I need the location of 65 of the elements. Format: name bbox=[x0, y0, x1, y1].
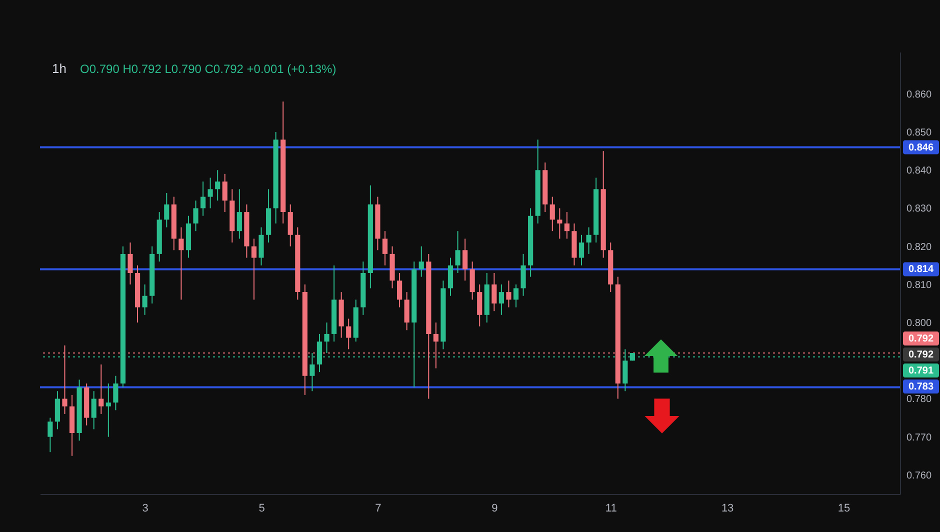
candlestick bbox=[91, 390, 96, 430]
candlestick bbox=[208, 177, 213, 209]
x-tick-label: 3 bbox=[142, 502, 148, 514]
y-tick-label: 0.770 bbox=[906, 432, 932, 444]
y-tick-label: 0.830 bbox=[906, 204, 932, 215]
candlestick bbox=[448, 257, 454, 296]
ref-line-label: 0.814 bbox=[908, 264, 934, 276]
ref-line-label: 0.846 bbox=[908, 142, 934, 154]
candlestick bbox=[128, 242, 133, 285]
candlestick bbox=[106, 383, 111, 438]
candlestick bbox=[178, 226, 184, 300]
candlestick bbox=[462, 238, 468, 282]
x-tick-label: 11 bbox=[605, 502, 617, 514]
candlestick bbox=[200, 181, 206, 216]
x-tick-label: 13 bbox=[721, 502, 734, 514]
candlestick bbox=[288, 204, 293, 247]
candlestick bbox=[564, 212, 570, 240]
candlestick bbox=[498, 284, 504, 316]
candlestick bbox=[236, 188, 242, 240]
candlestick bbox=[477, 284, 482, 327]
y-tick-label: 0.800 bbox=[906, 318, 932, 330]
candlestick bbox=[586, 226, 592, 254]
candlestick bbox=[520, 253, 526, 296]
candlestick bbox=[382, 230, 388, 266]
candlestick bbox=[513, 284, 519, 308]
candlestick bbox=[222, 173, 228, 213]
candlestick bbox=[54, 390, 60, 430]
y-tick-label: 0.850 bbox=[906, 128, 932, 139]
candlestick bbox=[346, 318, 352, 350]
candlestick bbox=[251, 238, 257, 300]
y-tick-label: 0.760 bbox=[906, 470, 932, 482]
y-tick-label: 0.840 bbox=[906, 166, 932, 177]
x-tick-label: 7 bbox=[375, 502, 382, 514]
candlestick bbox=[48, 417, 53, 453]
candlestick bbox=[506, 280, 512, 308]
candlestick bbox=[557, 208, 562, 240]
ref-line-label: 0.783 bbox=[908, 382, 934, 393]
ref-line-label: 0.791 bbox=[908, 366, 934, 377]
candlestick bbox=[98, 364, 104, 414]
candlestick bbox=[215, 170, 220, 202]
candlestick bbox=[470, 261, 475, 300]
candlestick bbox=[113, 375, 118, 411]
candlestick bbox=[324, 322, 330, 354]
y-tick-label: 0.780 bbox=[906, 394, 932, 406]
candlestick bbox=[397, 272, 402, 308]
candlestick bbox=[418, 246, 424, 278]
candlestick bbox=[550, 196, 555, 232]
x-tick-label: 9 bbox=[492, 502, 498, 514]
x-tick-label: 5 bbox=[258, 502, 265, 514]
candlestick bbox=[258, 226, 264, 266]
candlestick bbox=[142, 284, 148, 316]
candlestick bbox=[193, 200, 198, 232]
candlestick bbox=[492, 272, 497, 312]
x-tick-label: 15 bbox=[838, 502, 850, 514]
candlestick bbox=[455, 230, 460, 274]
text: O0.790 H0.792 L0.790 C0.792 +0.001 (+0.13%) bbox=[80, 62, 336, 76]
candlestick bbox=[404, 292, 410, 331]
text: 1h bbox=[52, 61, 66, 76]
y-tick-label: 0.810 bbox=[906, 280, 932, 291]
candlestick bbox=[578, 234, 584, 266]
y-tick-label: 0.820 bbox=[906, 242, 932, 253]
y-tick-label: 0.860 bbox=[906, 89, 932, 100]
ref-line-label: 0.792 bbox=[908, 334, 934, 345]
annotation: 0.792 bbox=[908, 350, 934, 361]
candlestick bbox=[164, 192, 170, 228]
